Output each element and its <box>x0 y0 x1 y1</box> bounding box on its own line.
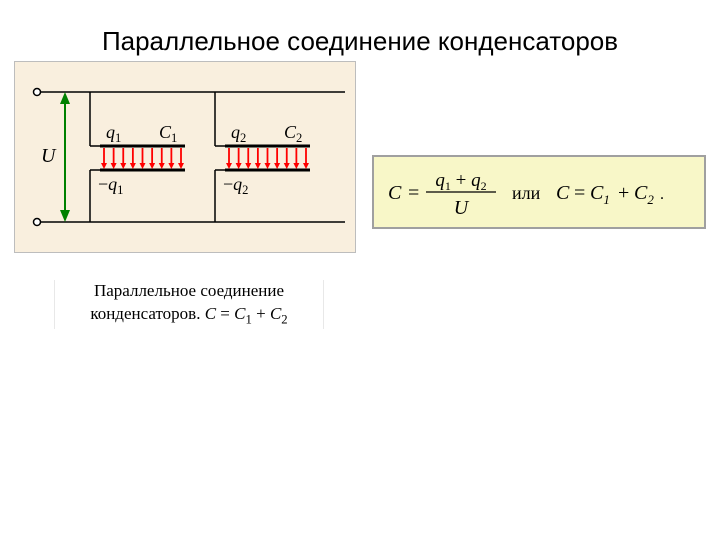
circuit-diagram: Uq1 C1 −q1 q2 C2 −q2 <box>14 61 356 253</box>
svg-text:q1 + q2: q1 + q2 <box>435 170 486 193</box>
svg-text:U: U <box>41 145 57 167</box>
svg-text:C1: C1 <box>159 122 177 145</box>
svg-text:+: + <box>618 182 629 204</box>
svg-text:q1: q1 <box>106 122 121 145</box>
caption-line1: Параллельное соединение <box>55 280 323 303</box>
svg-text:или: или <box>512 183 541 203</box>
svg-text:C: C <box>556 182 570 204</box>
caption-line2: конденсаторов. C = C1 + C2 <box>55 303 323 329</box>
svg-text:U: U <box>454 197 470 219</box>
svg-text:q2: q2 <box>231 122 246 145</box>
svg-text:C: C <box>388 182 402 204</box>
svg-text:=: = <box>408 182 419 204</box>
circuit-caption: Параллельное соединениеконденсаторов. C … <box>54 280 324 329</box>
svg-text:C2: C2 <box>634 182 654 207</box>
svg-text:−q1: −q1 <box>98 174 123 197</box>
svg-text:=: = <box>574 182 585 204</box>
formula-box: C=q1 + q2UилиC=C1+C2. <box>372 155 706 229</box>
svg-text:−q2: −q2 <box>223 174 248 197</box>
page-title: Параллельное соединение конденсаторов <box>0 26 720 57</box>
svg-text:C2: C2 <box>284 122 302 145</box>
svg-text:.: . <box>660 186 664 203</box>
svg-text:C1: C1 <box>590 182 610 207</box>
